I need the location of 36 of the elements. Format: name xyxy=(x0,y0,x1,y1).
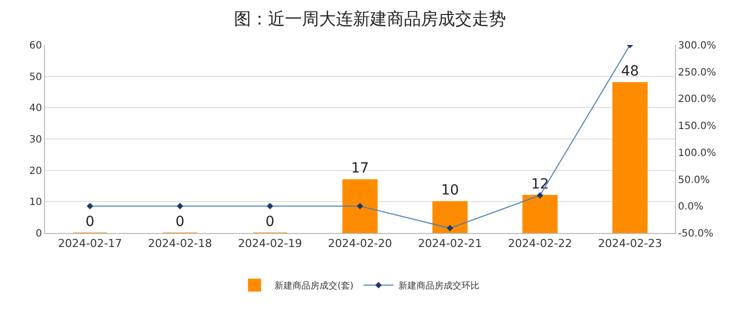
chart-title: 图：近一周大连新建商品房成交走势 xyxy=(234,9,506,30)
data-label: 0 xyxy=(86,214,94,230)
y-tick-label: 10 xyxy=(29,197,42,208)
data-label: 12 xyxy=(531,176,549,192)
y2-tick-label: 0.0% xyxy=(678,202,704,213)
data-label: 48 xyxy=(621,64,639,80)
data-label: 0 xyxy=(266,214,274,230)
y-tick-label: 0 xyxy=(36,228,42,240)
data-label: 0 xyxy=(176,214,184,230)
bar xyxy=(522,194,558,233)
y-tick-label: 20 xyxy=(29,166,42,177)
y-tick-label: 30 xyxy=(29,134,42,146)
y2-tick-label: 50.0% xyxy=(678,174,710,186)
x-tick-label: 2024-02-20 xyxy=(328,237,392,250)
y2-tick-label: 300.0% xyxy=(678,40,716,52)
y2-tick-label: 200.0% xyxy=(678,94,716,106)
y-tick-label: 40 xyxy=(29,103,42,114)
bar xyxy=(612,82,648,233)
legend-label: 新建商品房成交(套) xyxy=(274,280,354,292)
bar xyxy=(432,201,468,233)
y2-tick-label: -50.0% xyxy=(678,228,714,240)
data-label: 17 xyxy=(351,160,369,177)
data-label: 10 xyxy=(441,182,459,199)
x-tick-label: 2024-02-18 xyxy=(148,237,212,250)
y2-tick-label: 150.0% xyxy=(678,121,716,132)
x-tick-label: 2024-02-21 xyxy=(418,237,482,250)
bar xyxy=(342,179,378,233)
x-tick-label: 2024-02-19 xyxy=(238,237,302,250)
x-tick-label: 2024-02-17 xyxy=(58,237,122,250)
legend-label: 新建商品房成交环比 xyxy=(398,280,480,292)
y2-tick-label: 100.0% xyxy=(678,148,716,159)
y2-tick-label: 250.0% xyxy=(678,67,716,78)
y-tick-label: 50 xyxy=(29,72,42,83)
x-tick-label: 2024-02-22 xyxy=(508,237,572,250)
x-tick-label: 2024-02-23 xyxy=(598,237,662,250)
y-tick-label: 60 xyxy=(29,40,42,52)
